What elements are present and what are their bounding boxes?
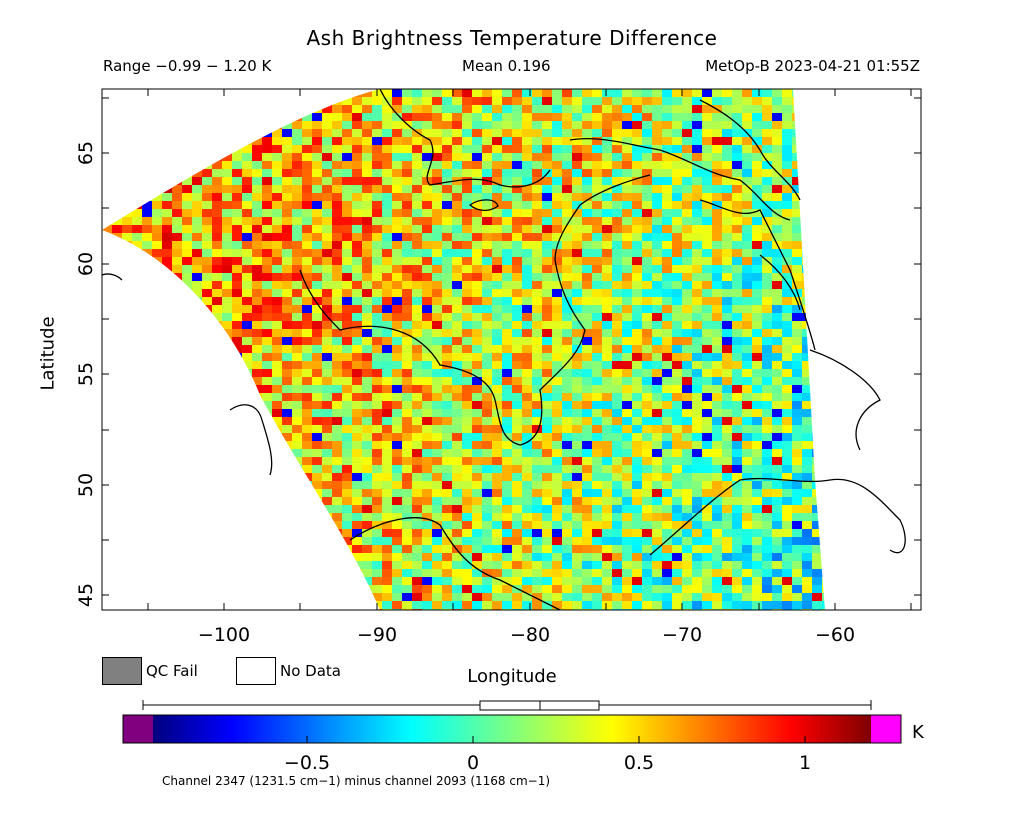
colorbar-tick-label: 0.5 — [624, 752, 654, 774]
y-tick-label: 60 — [75, 252, 97, 276]
range-label: Range −0.99 − 1.20 K — [103, 57, 272, 75]
colorbar-tick-label: 0 — [467, 752, 479, 774]
y-tick-label: 45 — [75, 583, 97, 607]
y-tick-label: 55 — [75, 362, 97, 386]
qc-fail-label: QC Fail — [146, 662, 198, 680]
x-axis-label: Longitude — [467, 666, 557, 687]
no-data-label: No Data — [280, 662, 341, 680]
no-data-swatch — [236, 657, 276, 685]
satellite-label: MetOp-B 2023-04-21 01:55Z — [705, 57, 920, 75]
mean-label: Mean 0.196 — [462, 57, 551, 75]
y-tick-label: 50 — [75, 473, 97, 497]
tick-marks — [102, 89, 921, 610]
x-tick-label: −100 — [198, 624, 250, 646]
map-title: Ash Brightness Temperature Difference — [306, 26, 718, 50]
colorbar-frame — [122, 714, 902, 744]
colorbar-under — [123, 715, 153, 743]
x-tick-label: −70 — [662, 624, 702, 646]
y-tick-labels: 45 50 55 60 65 — [75, 141, 97, 607]
x-tick-label: −90 — [357, 624, 397, 646]
data-swath — [102, 89, 825, 610]
channel-footnote: Channel 2347 (1231.5 cm−1) minus channel… — [162, 774, 551, 788]
y-tick-label: 65 — [75, 141, 97, 165]
range-indicator — [142, 700, 872, 711]
colorbar-tick-label: 1 — [799, 752, 811, 774]
qc-fail-swatch — [102, 657, 142, 685]
colorbar-gradient — [153, 715, 871, 743]
plot-frame — [101, 88, 922, 611]
x-tick-labels: −100 −90 −80 −70 −60 — [198, 624, 855, 646]
colorbar-tick-label: −0.5 — [284, 752, 330, 774]
x-tick-label: −80 — [510, 624, 550, 646]
colorbar-ticks — [306, 736, 806, 743]
coastlines — [102, 89, 906, 610]
colorbar-unit: K — [912, 722, 925, 743]
x-tick-label: −60 — [815, 624, 855, 646]
colorbar-over — [871, 715, 901, 743]
colorbar-tick-labels: −0.5 0 0.5 1 — [284, 752, 811, 774]
